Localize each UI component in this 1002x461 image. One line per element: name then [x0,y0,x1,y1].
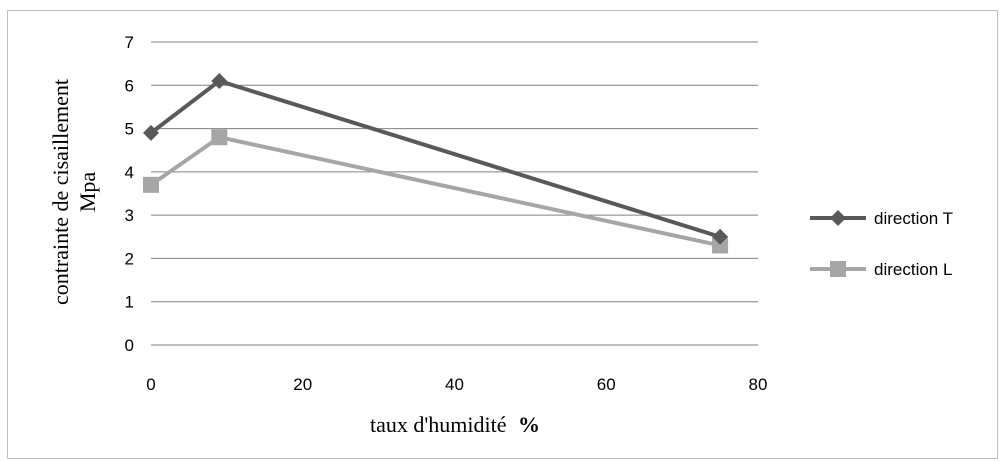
x-tick-label: 20 [293,375,312,394]
series-lines [143,72,729,254]
legend-label-direction-t: direction T [874,209,953,228]
data-point-direction-l [143,176,159,193]
x-axis-title-unit: % [518,412,540,437]
x-axis-title: taux d'humidité % [370,412,540,437]
data-point-direction-t [211,72,228,89]
legend: direction T direction L [810,209,953,279]
y-tick-label: 7 [125,33,134,52]
y-tick-label: 4 [125,163,134,182]
y-tick-labels: 0 1 2 3 4 5 6 7 [125,33,134,355]
x-tick-label: 0 [146,375,155,394]
x-axis-title-text: taux d'humidité [370,412,507,437]
legend-marker-direction-l [830,261,846,277]
y-tick-label: 5 [125,120,134,139]
series-line-direction-l [149,135,721,248]
y-tick-label: 6 [125,76,134,95]
x-tick-label: 40 [445,375,464,394]
data-point-direction-l [712,237,729,254]
data-point-direction-t [712,228,729,245]
x-tick-label: 60 [597,375,616,394]
x-tick-labels: 0 20 40 60 80 [146,375,767,394]
data-point-direction-l [211,129,228,146]
series-line-direction-t [149,78,721,239]
y-tick-label: 0 [125,336,134,355]
y-axis-title-line1: contrainte de cisaillement [48,79,73,305]
legend-marker-direction-t [830,210,846,226]
legend-label-direction-l: direction L [874,260,952,279]
data-point-direction-t [143,124,159,141]
gridlines [151,41,758,303]
x-tick-label: 80 [749,375,768,394]
y-tick-label: 3 [125,206,134,225]
y-tick-label: 2 [125,249,134,268]
y-axis-title-line2: Mpa [75,172,100,213]
y-tick-label: 1 [125,293,134,312]
